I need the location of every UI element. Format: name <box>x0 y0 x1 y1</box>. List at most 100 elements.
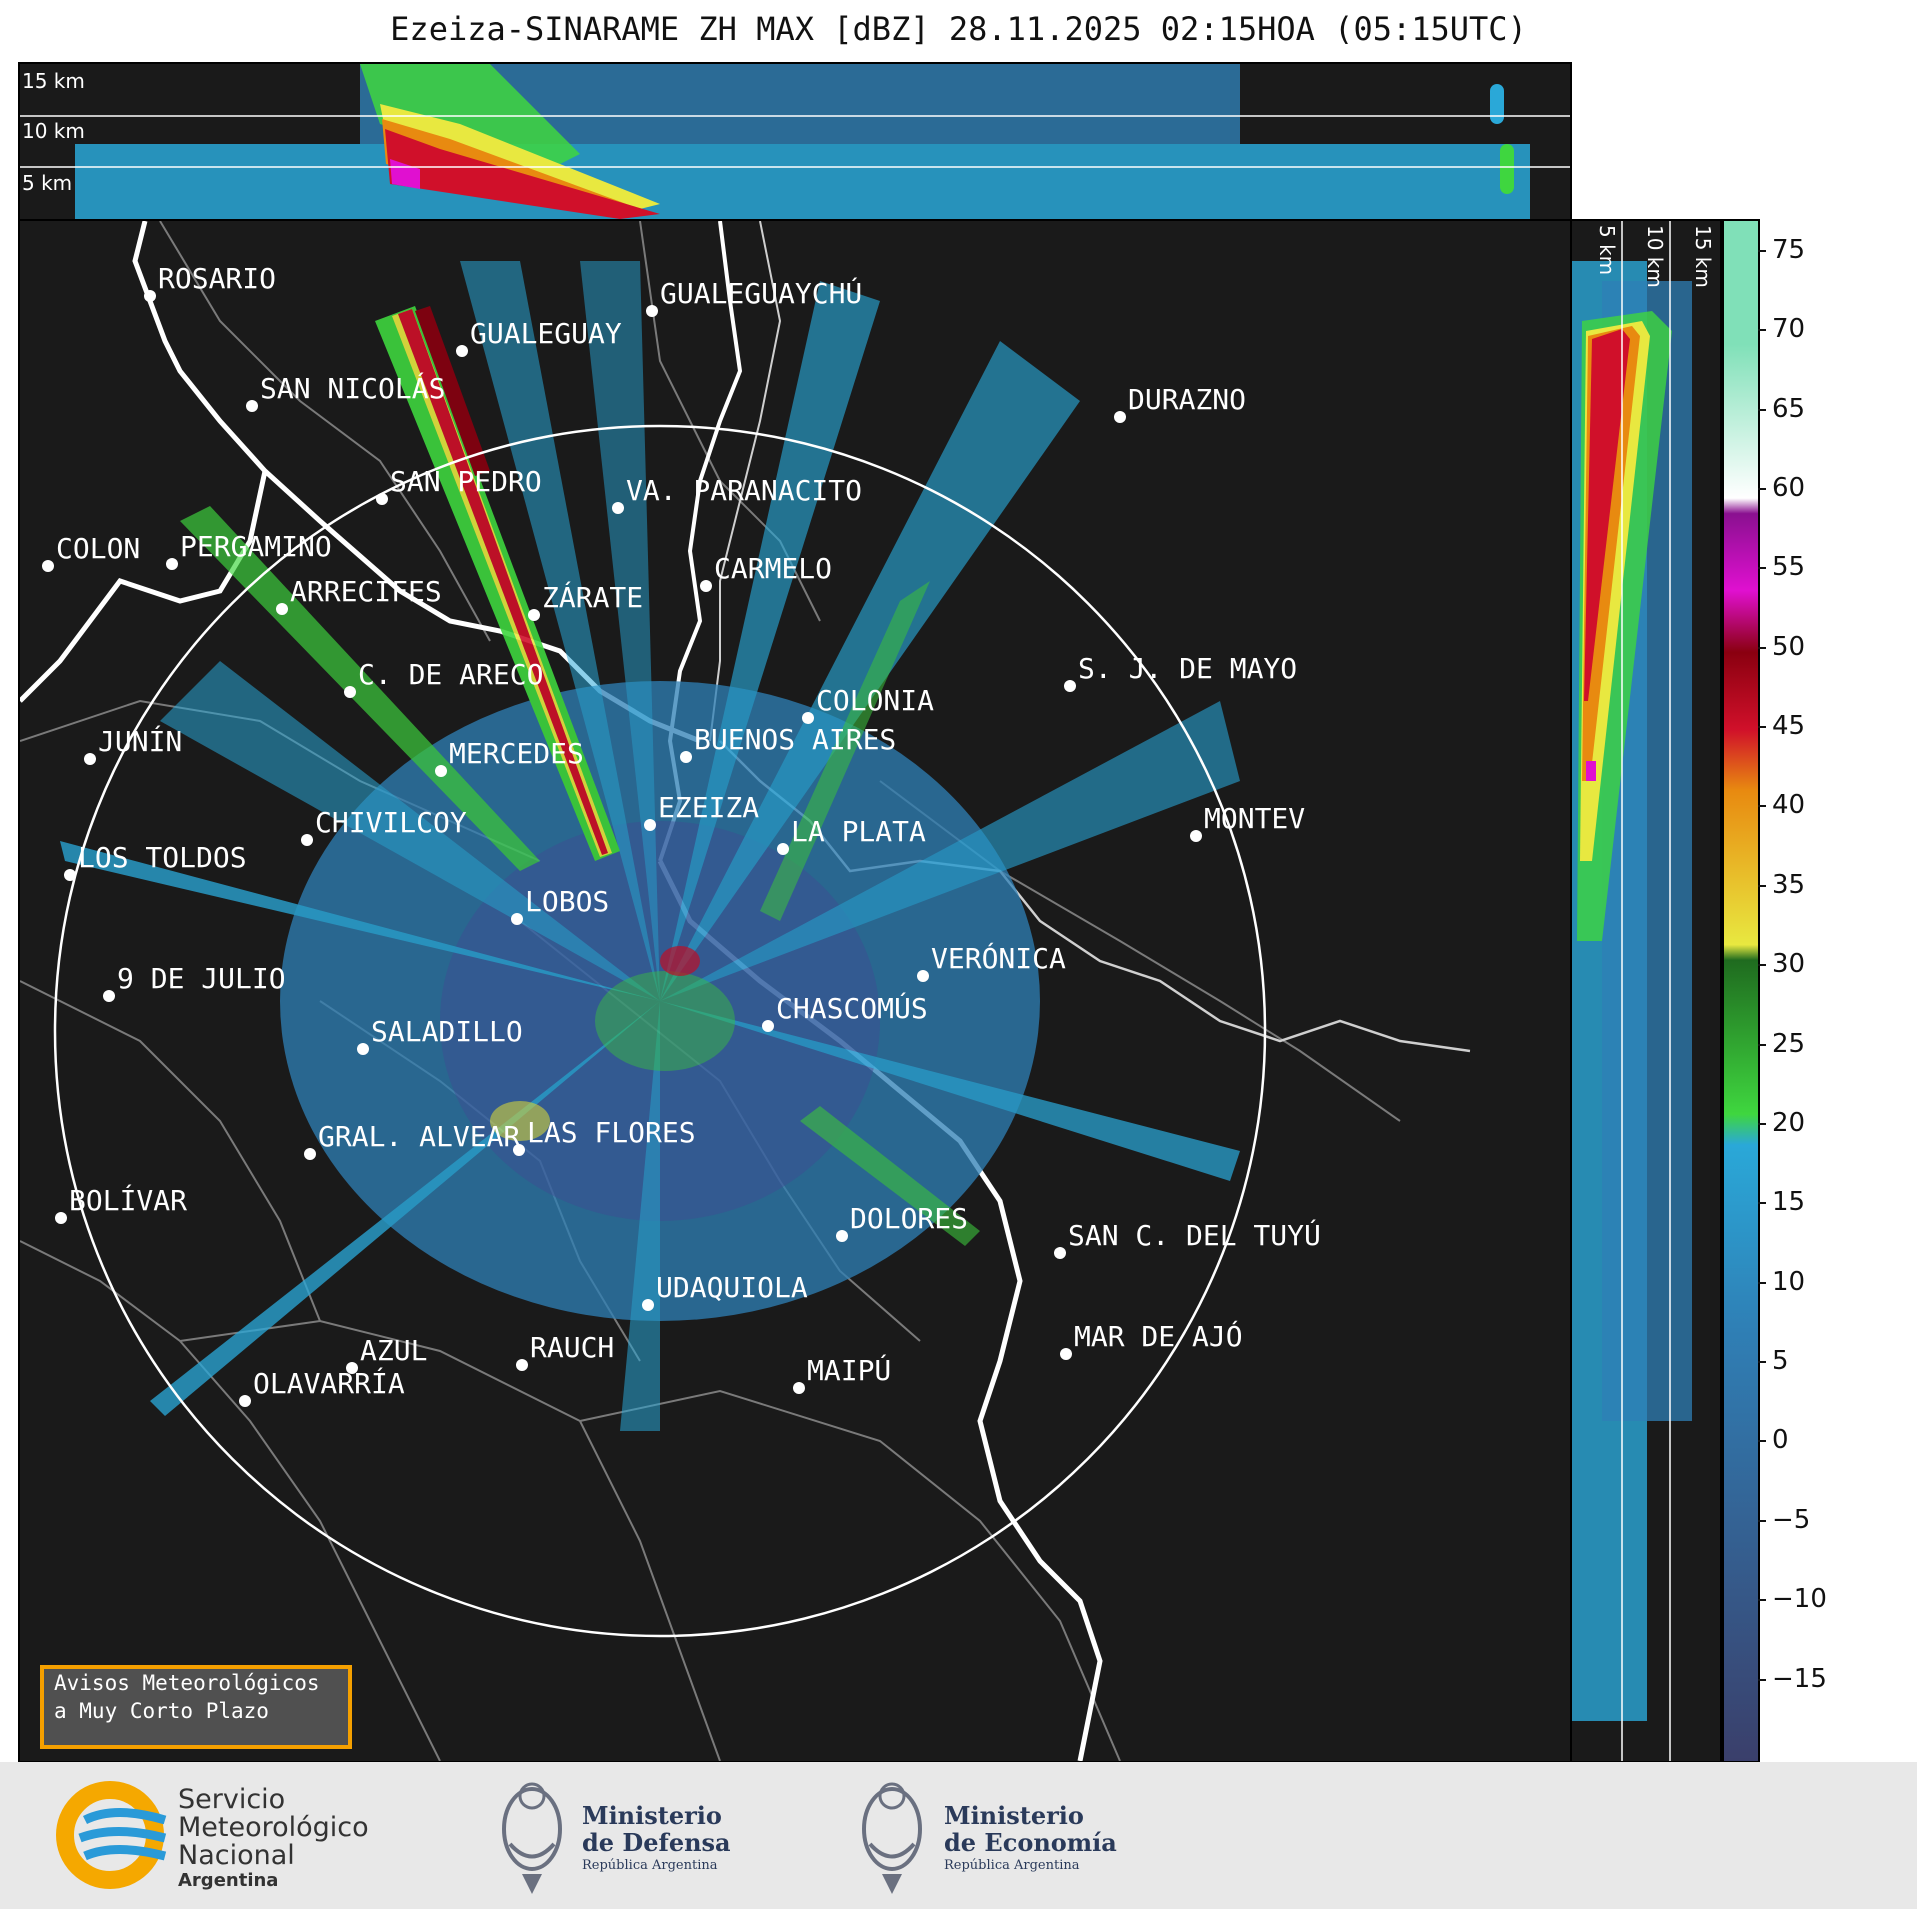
smn-logo-text: Servicio Meteorológico Nacional Argentin… <box>178 1786 369 1892</box>
place-dot-icon <box>144 290 156 302</box>
place-marker: C. DE ARECO <box>344 658 543 698</box>
place-label: COLONIA <box>816 684 934 717</box>
top-height-label-10: 10 km <box>22 119 85 143</box>
place-dot-icon <box>646 305 658 317</box>
place-dot-icon <box>513 1144 525 1156</box>
place-marker: COLON <box>42 532 140 572</box>
place-marker: MAIPÚ <box>793 1353 891 1394</box>
alert-box-line2: a Muy Corto Plazo <box>54 1699 269 1723</box>
place-label: GUALEGUAY <box>470 317 622 350</box>
place-dot-icon <box>1064 680 1076 692</box>
place-marker: LAS FLORES <box>513 1116 696 1156</box>
echo-ray-ese <box>660 1001 1240 1181</box>
place-dot-icon <box>762 1020 774 1032</box>
echo-hotspot <box>660 946 700 976</box>
place-label: RAUCH <box>530 1331 614 1364</box>
side-echo-magenta <box>1586 761 1596 781</box>
place-label: VERÓNICA <box>931 941 1066 975</box>
place-marker: CARMELO <box>700 552 832 592</box>
top-echo-yellow <box>380 104 660 214</box>
colorbar-tick-label: 35 <box>1772 869 1806 900</box>
place-dot-icon <box>680 751 692 763</box>
defensa-sub: República Argentina <box>582 1858 718 1873</box>
side-echo-red <box>1584 329 1630 701</box>
colorbar-tick-mark <box>1758 1281 1766 1284</box>
side-profile-svg: 5 km 10 km 15 km <box>1572 221 1715 1761</box>
side-height-label-10: 10 km <box>1643 225 1667 288</box>
place-dot-icon <box>346 1362 358 1374</box>
radar-map[interactable]: ROSARIO GUALEGUAYCHÚ GUALEGUAY SAN NICOLÁS D… <box>18 219 1572 1763</box>
place-marker: EZEIZA <box>644 791 759 831</box>
place-marker: CHASCOMÚS <box>762 991 928 1032</box>
place-marker: DURAZNO <box>1114 383 1246 423</box>
echo-ray-ne2 <box>660 341 1080 1001</box>
colorbar-tick-label: 25 <box>1772 1028 1806 1059</box>
radar-echo-layer <box>60 261 1240 1431</box>
footer: Servicio Meteorológico Nacional Argentin… <box>0 1762 1917 1909</box>
map-title: Ezeiza-SINARAME ZH MAX [dBZ] 28.11.2025 … <box>390 10 1527 48</box>
side-height-profile: 5 km 10 km 15 km <box>1570 219 1722 1763</box>
place-label: LOS TOLDOS <box>78 841 247 874</box>
top-echo-cell <box>1490 84 1504 124</box>
alert-box-button[interactable]: Avisos Meteorológicos a Muy Corto Plazo <box>40 1665 352 1749</box>
place-dot-icon <box>456 345 468 357</box>
echo-hotspot <box>490 1101 550 1141</box>
place-label: SAN PEDRO <box>390 465 542 498</box>
place-label: DOLORES <box>850 1202 968 1235</box>
colorbar-tick-label: 40 <box>1772 790 1806 821</box>
echo-band-nw <box>180 506 540 871</box>
place-dot-icon <box>84 753 96 765</box>
top-echo-cell <box>1500 144 1514 194</box>
colorbar-tick-mark <box>1758 1678 1766 1681</box>
place-marker: GUALEGUAY <box>456 317 622 357</box>
top-profile-svg: 15 km 10 km 5 km <box>20 64 1570 219</box>
place-dot-icon <box>644 819 656 831</box>
top-echo-layer <box>75 64 1530 219</box>
place-marker: UDAQUIOLA <box>642 1271 808 1311</box>
colorbar-tick-mark <box>1758 805 1766 808</box>
place-dot-icon <box>344 686 356 698</box>
place-marker: VA. PARANACITO <box>612 474 862 514</box>
top-echo-green <box>360 64 580 174</box>
place-dot-icon <box>777 843 789 855</box>
place-label: COLON <box>56 532 140 565</box>
boundary-line <box>579 1389 1121 1761</box>
boundary-line <box>20 980 321 1322</box>
places-layer: ROSARIO GUALEGUAYCHÚ GUALEGUAY SAN NICOLÁS D… <box>42 262 1321 1407</box>
echo-ray-n <box>580 261 660 1001</box>
place-marker: PERGAMINO <box>166 530 332 570</box>
place-dot-icon <box>528 609 540 621</box>
alert-box-line1: Avisos Meteorológicos <box>54 1671 320 1695</box>
economia-line2: de Economía <box>944 1828 1117 1857</box>
place-dot-icon <box>357 1043 369 1055</box>
place-dot-icon <box>301 834 313 846</box>
place-label: UDAQUIOLA <box>656 1271 808 1304</box>
place-marker: SALADILLO <box>357 1015 523 1055</box>
colorbar-tick-mark <box>1758 567 1766 570</box>
colorbar-tick-mark <box>1758 249 1766 252</box>
colorbar-tick-mark <box>1758 408 1766 411</box>
colorbar-tick-label: −15 <box>1772 1663 1827 1694</box>
colorbar-tick-mark <box>1758 1122 1766 1125</box>
place-marker: S. J. DE MAYO <box>1064 652 1297 692</box>
smn-logo-icon <box>56 1781 167 1889</box>
range-ring <box>53 424 1267 1638</box>
place-marker: SAN NICOLÁS <box>246 371 445 412</box>
defensa-line2: de Defensa <box>582 1828 731 1857</box>
place-marker: OLAVARRÍA <box>239 1366 405 1407</box>
place-dot-icon <box>376 493 388 505</box>
echo-streak-red <box>398 309 608 855</box>
place-marker: MONTEV <box>1190 802 1305 842</box>
place-label: C. DE ARECO <box>358 658 543 691</box>
colorbar-tick-label: 60 <box>1772 472 1806 503</box>
place-label: GUALEGUAYCHÚ <box>660 276 862 310</box>
place-marker: ARRECIFES <box>276 575 442 615</box>
economia-seal-icon <box>862 1782 922 1894</box>
place-label: CHASCOMÚS <box>776 991 928 1025</box>
place-marker: SAN C. DEL TUYÚ <box>1054 1218 1321 1259</box>
place-dot-icon <box>802 712 814 724</box>
place-marker: GUALEGUAYCHÚ <box>646 276 862 317</box>
colorbar-tick-label: −10 <box>1772 1584 1827 1615</box>
colorbar-tick-mark <box>1758 329 1766 332</box>
place-dot-icon <box>276 603 288 615</box>
